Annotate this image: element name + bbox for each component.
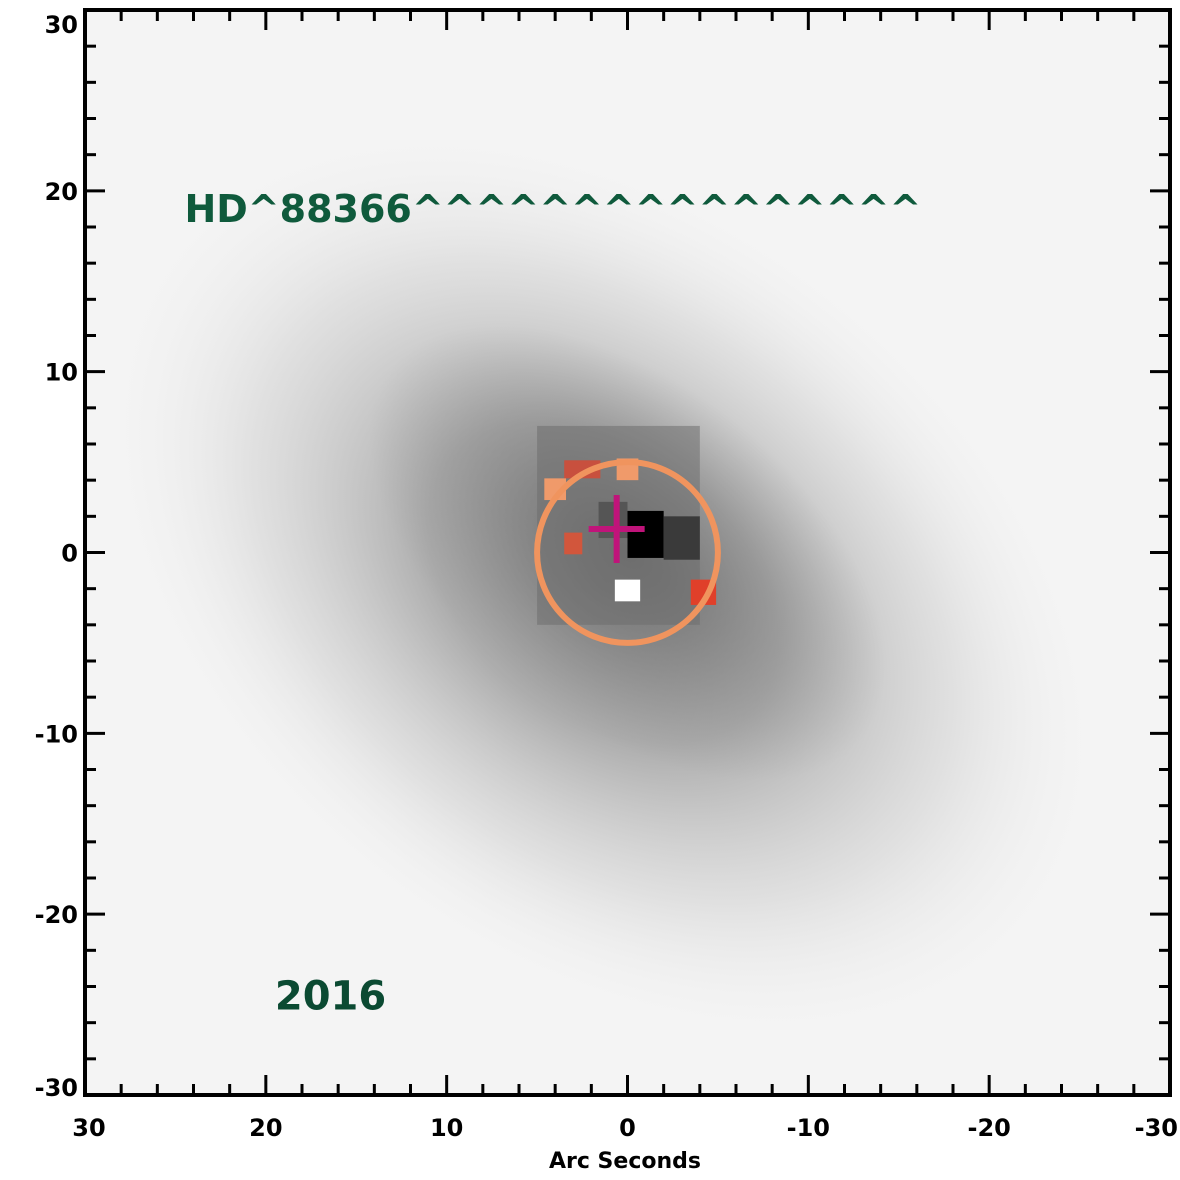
y-tick-labels: 30 20 10 0 -10 -20 -30	[35, 11, 78, 1102]
y-tick-label: 10	[45, 359, 78, 387]
annotation-0: HD^88366^^^^^^^^^^^^^^^^	[184, 187, 921, 231]
axis-ticks	[83, 8, 1172, 1097]
annotations: HD^88366^^^^^^^^^^^^^^^^ 2016	[184, 187, 921, 1019]
x-tick-label: -30	[1135, 1114, 1178, 1142]
y-tick-label: -10	[35, 720, 78, 748]
pixel-7	[614, 579, 641, 602]
pixel-6	[598, 501, 628, 539]
markers	[534, 459, 721, 646]
x-tick-labels: 30 20 10 0 -10 -20 -30	[72, 1114, 1178, 1142]
x-tick-label: 20	[249, 1114, 282, 1142]
circle-marker	[534, 459, 721, 646]
x-tick-label: 30	[72, 1114, 105, 1142]
x-axis-title: Arc Seconds	[549, 1149, 701, 1174]
x-tick-label: -10	[787, 1114, 830, 1142]
pixel-5	[663, 516, 700, 560]
x-tick-label: 10	[430, 1114, 463, 1142]
pixel-3	[564, 532, 583, 555]
pixel-4	[627, 510, 664, 558]
y-tick-label: 0	[61, 540, 78, 568]
y-tick-label: -30	[35, 1074, 78, 1102]
x-tick-label: -20	[967, 1114, 1010, 1142]
y-tick-label: -20	[35, 901, 78, 929]
pixel-0	[564, 460, 601, 479]
y-tick-label: 30	[45, 11, 78, 39]
annotation-1: 2016	[275, 974, 386, 1020]
y-tick-label: 20	[45, 178, 78, 206]
x-tick-label: 0	[619, 1114, 636, 1142]
